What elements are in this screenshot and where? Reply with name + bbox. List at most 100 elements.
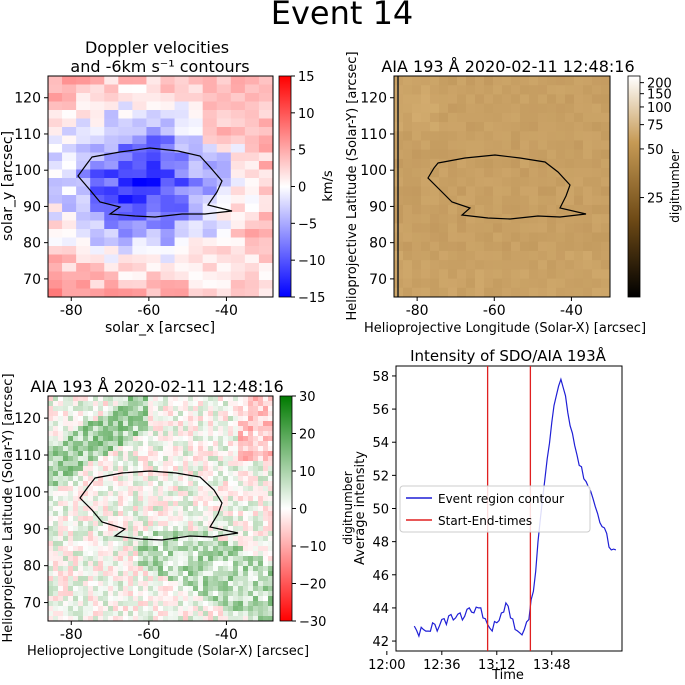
diff-cell bbox=[193, 486, 199, 492]
diff-cell bbox=[148, 601, 154, 607]
diff-cell bbox=[83, 561, 89, 567]
diff-cell bbox=[163, 476, 169, 482]
aia-cell bbox=[493, 204, 503, 215]
aia-cell bbox=[529, 168, 539, 178]
diff-cell bbox=[78, 541, 84, 547]
diff-cell bbox=[68, 436, 74, 442]
diff-cell bbox=[253, 536, 259, 542]
diff-cell bbox=[158, 581, 164, 587]
diff-cell bbox=[168, 556, 174, 562]
aia-cell bbox=[574, 131, 584, 141]
diff-cell bbox=[258, 476, 264, 482]
diff-cell bbox=[93, 486, 99, 492]
diff-cell bbox=[173, 396, 179, 402]
diff-cell bbox=[213, 586, 219, 592]
y-tick-label: 70 bbox=[23, 596, 41, 612]
aia-cell bbox=[448, 76, 458, 86]
doppler-cell bbox=[244, 254, 260, 264]
doppler-cell bbox=[90, 271, 105, 281]
diff-cell bbox=[218, 406, 224, 412]
aia-cell bbox=[547, 158, 557, 169]
diff-cell bbox=[178, 416, 184, 422]
doppler-cell bbox=[104, 186, 119, 196]
diff-cell bbox=[183, 426, 189, 432]
aia-cell bbox=[520, 232, 530, 243]
diff-cell bbox=[108, 421, 114, 427]
diff-cell bbox=[213, 476, 219, 482]
doppler-cell bbox=[76, 161, 91, 170]
diff-cell bbox=[183, 401, 189, 407]
diff-cell bbox=[83, 416, 89, 422]
doppler-cell bbox=[244, 169, 260, 179]
diff-cell bbox=[203, 401, 209, 407]
doppler-cell bbox=[62, 93, 77, 102]
doppler-cell bbox=[230, 229, 246, 238]
diff-cell bbox=[123, 456, 129, 462]
diff-cell bbox=[198, 436, 204, 442]
diff-cell bbox=[173, 551, 179, 557]
diff-cell bbox=[158, 481, 164, 487]
doppler-cell bbox=[76, 76, 91, 85]
doppler-cell bbox=[132, 263, 147, 272]
aia-cell bbox=[592, 260, 602, 270]
diff-cell bbox=[128, 546, 134, 552]
diff-cell bbox=[258, 571, 264, 577]
diff-cell bbox=[173, 556, 179, 562]
diff-cell bbox=[88, 431, 94, 437]
diff-cell bbox=[178, 586, 184, 592]
diff-cell bbox=[253, 596, 259, 602]
aia-cell bbox=[556, 103, 566, 114]
diff-cell bbox=[98, 581, 104, 587]
doppler-cell bbox=[132, 118, 147, 128]
diff-cell bbox=[223, 411, 229, 417]
diff-cell bbox=[158, 586, 164, 592]
doppler-cell bbox=[62, 127, 77, 136]
diff-cell bbox=[193, 531, 199, 537]
diff-cell bbox=[198, 561, 204, 567]
diff-cell bbox=[123, 416, 129, 422]
diff-cell bbox=[148, 531, 154, 537]
diff-cell bbox=[163, 541, 169, 547]
diff-cell bbox=[128, 591, 134, 597]
doppler-cell bbox=[62, 237, 77, 247]
diff-cell bbox=[228, 601, 234, 607]
diff-cell bbox=[63, 456, 69, 462]
diff-cell bbox=[208, 516, 214, 522]
diff-cell bbox=[63, 441, 69, 447]
diff-cell bbox=[233, 471, 239, 477]
aia-cell bbox=[466, 112, 476, 123]
diff-cell bbox=[153, 476, 159, 482]
doppler-cell bbox=[132, 144, 147, 153]
doppler-cell bbox=[230, 118, 246, 128]
diff-cell bbox=[228, 471, 234, 477]
diff-cell bbox=[218, 431, 224, 437]
diff-cell bbox=[193, 471, 199, 477]
doppler-cell bbox=[202, 212, 218, 221]
doppler-cell bbox=[244, 161, 260, 170]
aia-cell bbox=[592, 76, 602, 86]
aia-cell bbox=[421, 85, 431, 95]
doppler-cell bbox=[244, 280, 260, 289]
aia-cell bbox=[412, 122, 422, 132]
diff-cell bbox=[228, 426, 234, 432]
diff-cell bbox=[143, 461, 149, 467]
diff-cell bbox=[83, 606, 89, 612]
diff-cell bbox=[193, 516, 199, 522]
diff-cell bbox=[98, 406, 104, 412]
diff-cell bbox=[243, 481, 249, 487]
diff-cell bbox=[133, 551, 139, 557]
aia-cell bbox=[412, 94, 422, 105]
diff-cell bbox=[103, 486, 109, 492]
diff-cell bbox=[188, 486, 194, 492]
diff-cell bbox=[248, 606, 254, 612]
diff-cell bbox=[253, 521, 259, 527]
diff-cell bbox=[268, 521, 274, 527]
diff-cell bbox=[138, 581, 144, 587]
diff-cell bbox=[228, 401, 234, 407]
aia-cell bbox=[475, 269, 485, 280]
diff-cell bbox=[208, 541, 214, 547]
diff-cell bbox=[168, 611, 174, 617]
diff-cell bbox=[178, 466, 184, 472]
diff-cell bbox=[248, 441, 254, 447]
diff-cell bbox=[93, 581, 99, 587]
